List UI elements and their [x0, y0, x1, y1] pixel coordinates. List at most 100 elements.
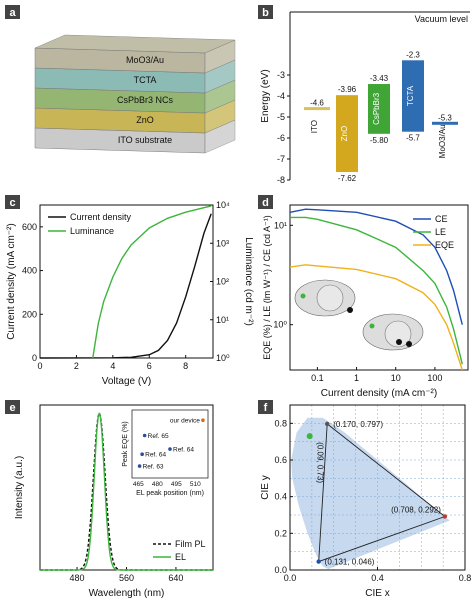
series-line-ce — [289, 208, 463, 325]
inset-point — [137, 464, 142, 468]
inset-point — [140, 452, 144, 457]
x-tick-label: 560 — [119, 573, 134, 583]
y2-tick-label: 10⁴ — [216, 200, 230, 210]
panel-label-d: d — [258, 195, 273, 209]
energy-level-CsPbBr3: -3.43 -5.80 CsPbBr3 — [368, 74, 390, 145]
panel-label-box — [258, 195, 273, 209]
x-axis-label: Voltage (V) — [102, 376, 151, 387]
panel-label-f: f — [258, 400, 273, 414]
series-line-eqe — [289, 264, 463, 371]
inset-point — [168, 447, 172, 451]
energy-level-TCTA: -2.3 -5.7 TCTA — [402, 50, 424, 143]
energy-level-bar — [336, 95, 358, 173]
y-tick-label: 10¹ — [274, 220, 287, 230]
x-tick-label: 0 — [37, 361, 42, 371]
y-tick-label: -5 — [277, 112, 285, 122]
stack-layer-label: ZnO — [136, 115, 154, 125]
cartoon-dot — [406, 341, 412, 347]
cie-point — [442, 514, 448, 519]
cie-point-label: (0.708, 0.292) — [391, 505, 441, 514]
panel-label-text: c — [9, 197, 15, 209]
cie-point — [324, 421, 330, 427]
stack-layer: TCTA — [34, 59, 236, 94]
x-tick-label: 6 — [147, 361, 152, 371]
level-top-value: -4.6 — [310, 99, 324, 108]
inset-point — [201, 418, 205, 423]
legend-label: CE — [435, 214, 448, 224]
cartoon-dot — [396, 339, 402, 345]
stack-layer: ZnO — [34, 99, 236, 134]
panel-label-text: f — [264, 402, 268, 414]
y-tick-label: 10⁰ — [273, 320, 287, 330]
energy-level-bar — [402, 60, 424, 132]
y2-tick-label: 10³ — [216, 238, 229, 248]
energy-level-electrode — [432, 121, 458, 125]
inset-point-label: Ref. 64 — [173, 447, 194, 454]
rec2020-triangle — [318, 423, 446, 563]
energy-level-electrode — [304, 107, 330, 111]
y-tick-label: 0.8 — [274, 418, 287, 428]
cie-point — [306, 433, 313, 440]
y2-tick-label: 10² — [216, 277, 229, 287]
level-name: TCTA — [406, 85, 415, 106]
cartoon-dot — [316, 284, 344, 312]
panel-label-box — [258, 5, 273, 19]
level-top-value: -3.96 — [338, 85, 357, 94]
panel-label-text: d — [262, 197, 269, 209]
x-tick-label: 1 — [354, 373, 359, 383]
x-tick-label: 0.8 — [459, 573, 472, 583]
inset-x-tick-label: 480 — [152, 481, 163, 488]
y-tick-label: 200 — [22, 309, 37, 319]
panel-label-text: e — [9, 402, 15, 414]
cie-point-label: (0.170, 0.797) — [333, 420, 383, 429]
series-line-luminance — [92, 205, 212, 359]
x-tick-label: 640 — [168, 573, 183, 583]
panel-label-c: c — [5, 195, 20, 209]
x-tick-label: 2 — [74, 361, 79, 371]
x-tick-label: 0.0 — [284, 573, 297, 583]
y2-tick-label: 10⁰ — [216, 353, 230, 363]
inset-point-label: Ref. 63 — [143, 464, 164, 471]
y-tick-label: -4 — [277, 91, 285, 101]
x-axis-label: CIE x — [365, 588, 389, 599]
series-line-current-density — [39, 213, 212, 359]
stack-layer-label: MoO3/Au — [126, 55, 164, 65]
y-axis-label: Current density (mA cm⁻²) — [6, 223, 17, 339]
legend-label: Film PL — [175, 539, 206, 549]
legend-label: Luminance — [70, 226, 114, 236]
level-name: CsPbBr3 — [372, 92, 381, 125]
inset-x-tick-label: 510 — [190, 481, 201, 488]
stack-layer: ITO substrate — [34, 119, 236, 154]
inset-point-label: Ref. 64 — [145, 452, 166, 459]
y2-tick-label: 10¹ — [216, 315, 229, 325]
level-name: MoO3/Au — [438, 124, 447, 158]
legend-label: EL — [175, 552, 186, 562]
panel-label-box — [5, 195, 20, 209]
y-tick-label: 400 — [22, 266, 37, 276]
y2-axis-label: Luminance (cd m⁻²) — [243, 237, 254, 326]
x-tick-label: 4 — [110, 361, 115, 371]
inset-point-label: Ref. 65 — [148, 433, 169, 440]
panel-label-b: b — [258, 5, 273, 19]
legend-label: LE — [435, 227, 446, 237]
plot-frame — [289, 204, 469, 371]
level-name: ZnO — [340, 126, 349, 142]
inset-point — [142, 433, 147, 438]
x-tick-label: 480 — [70, 573, 85, 583]
y-axis-label: EQE (%) / LE (lm W⁻¹) / CE (cd A⁻¹) — [262, 215, 272, 360]
y-tick-label: 600 — [22, 222, 37, 232]
cartoon-dot — [347, 307, 353, 313]
cie-point-label: (0.131, 0.046) — [325, 558, 375, 567]
level-top-value: -3.43 — [370, 74, 389, 83]
inset-y-axis-label: Peak EQE (%) — [122, 421, 129, 467]
legend-label: Current density — [70, 212, 132, 222]
y-tick-label: 0 — [32, 353, 37, 363]
device-cartoon — [294, 279, 424, 351]
panel-label-a: a — [5, 5, 20, 19]
series-line-le — [290, 216, 463, 365]
level-name: ITO — [310, 120, 319, 133]
cie-point-label: (0.09, 0.73) — [316, 442, 325, 483]
x-tick-label: 0.1 — [311, 373, 324, 383]
energy-level-bar — [368, 84, 390, 134]
